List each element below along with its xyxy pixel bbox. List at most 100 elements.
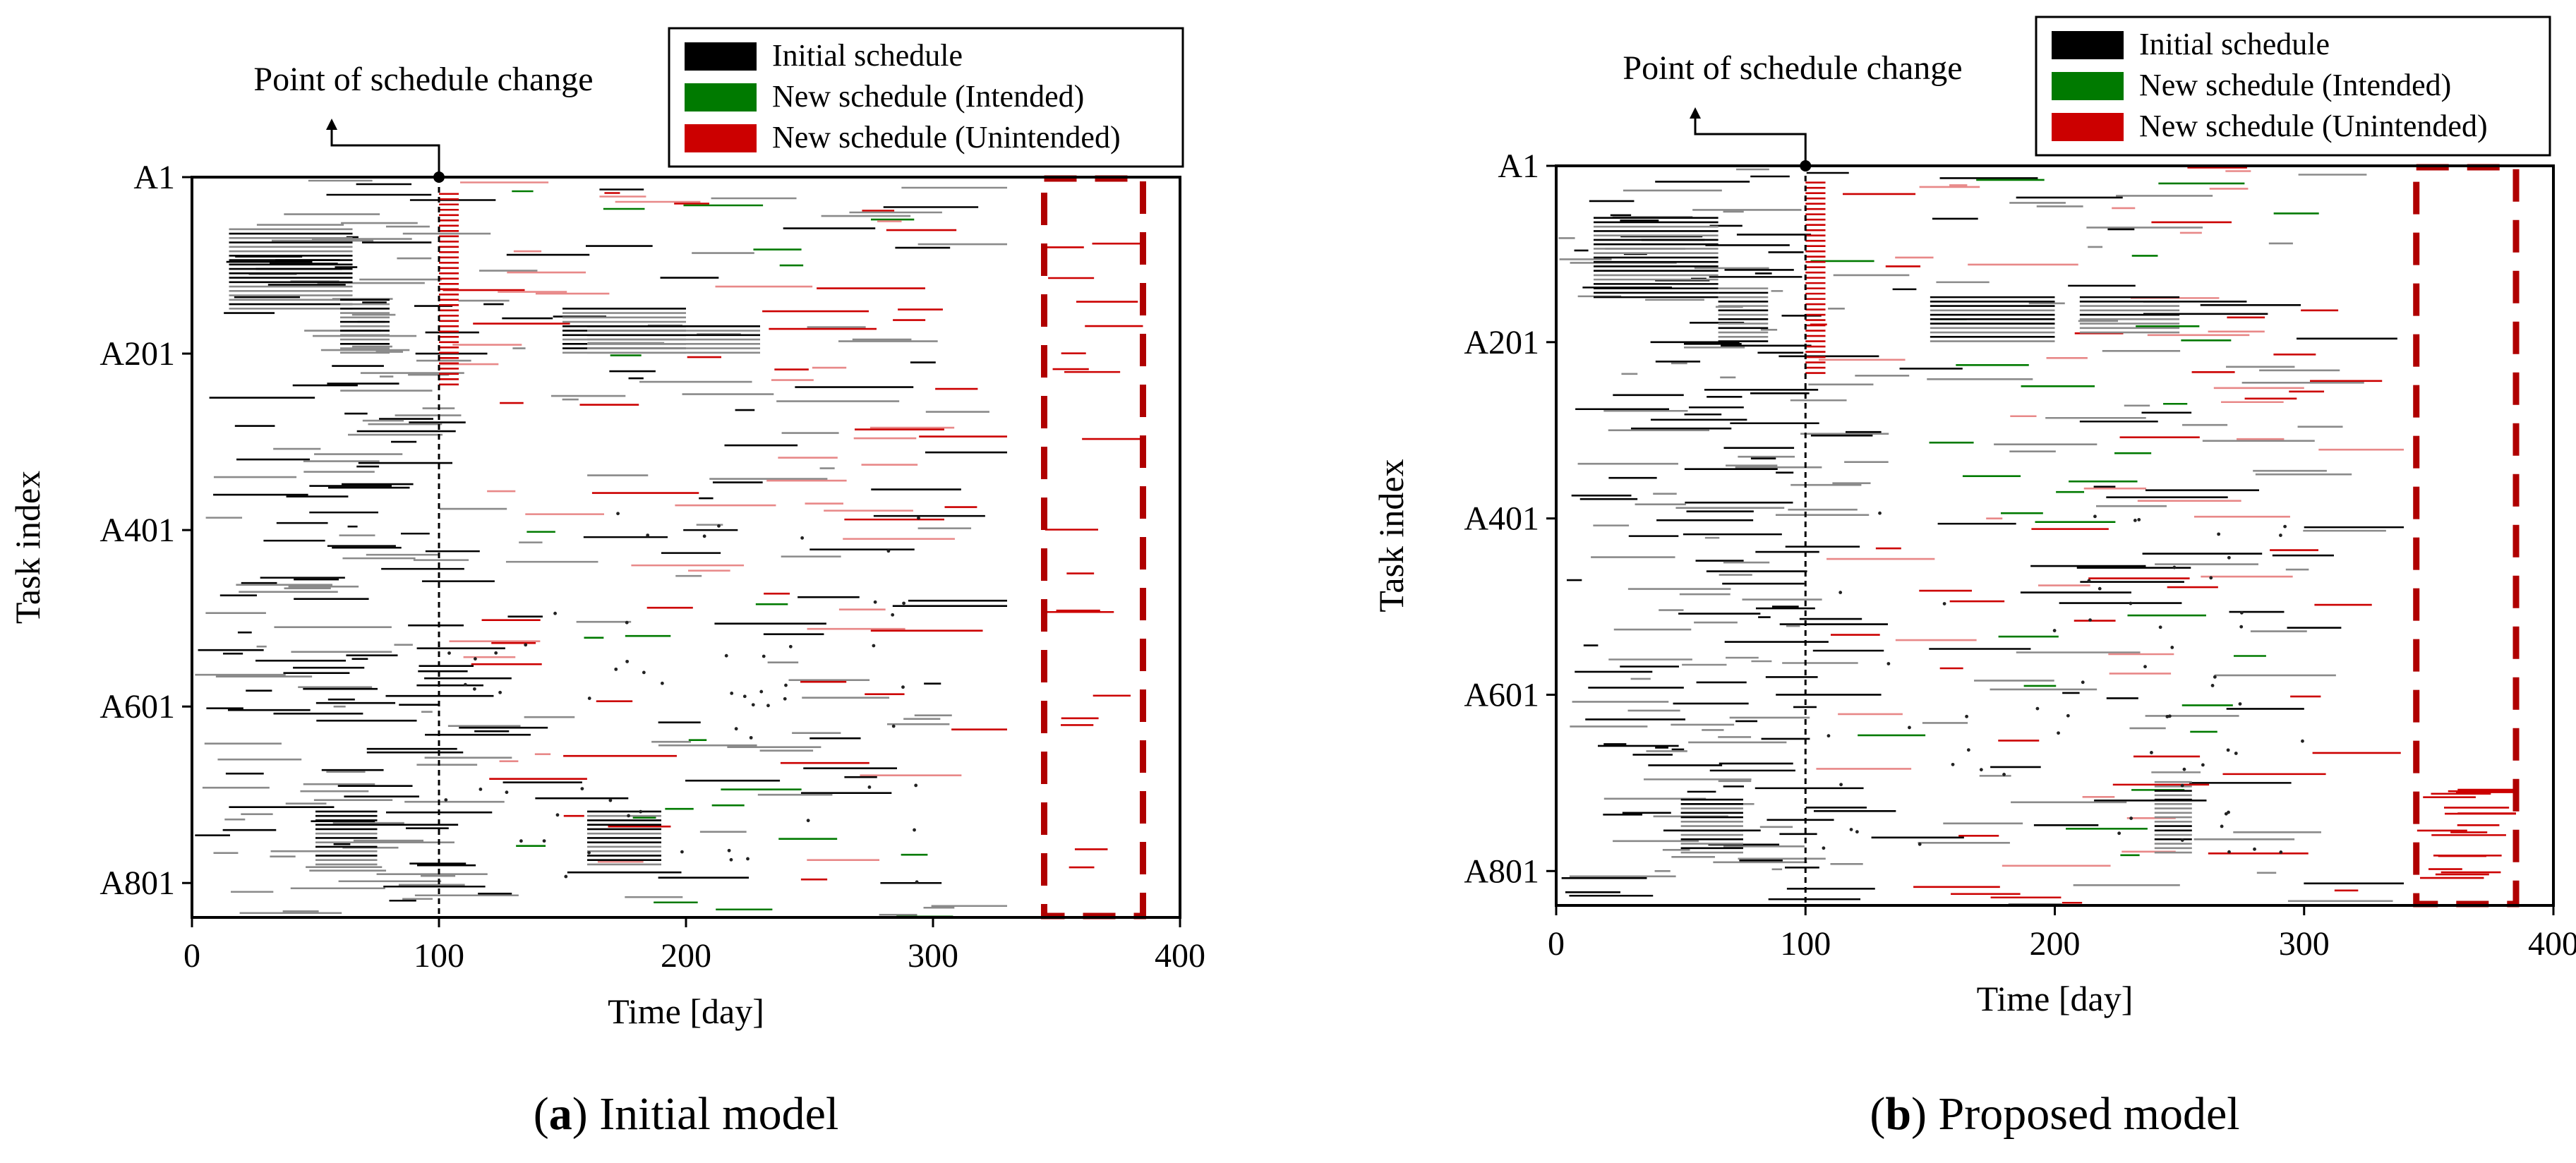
task-dot (867, 785, 872, 789)
legend-label: New schedule (Unintended) (772, 120, 1121, 155)
task-dot (730, 691, 734, 695)
task-dot (2165, 715, 2169, 718)
task-dot (542, 839, 546, 843)
legend-swatch (685, 42, 757, 71)
highlight-rect (1041, 175, 1146, 920)
task-dot (564, 874, 568, 879)
caption-close-paren-b: ) (1911, 1088, 1938, 1140)
task-dot (1878, 511, 1882, 515)
y-tick-label: A401 (100, 512, 175, 549)
caption-open-paren-a: ( (534, 1088, 549, 1140)
task-dot (2097, 586, 2102, 591)
task-dot (901, 685, 905, 689)
task-dot (2057, 731, 2060, 735)
task-dot (2210, 684, 2215, 687)
task-dot (519, 839, 523, 843)
caption-close-paren-a: ) (572, 1088, 599, 1140)
task-dot (2279, 850, 2283, 854)
change-point-arrow-a (330, 127, 440, 177)
chart-panel-a: Point of schedule change 0 100 200 300 400 A… (8, 27, 1205, 1140)
task-dot (555, 813, 560, 817)
x-axis-a: 0 100 200 300 400 (183, 917, 1205, 975)
task-dot (2301, 739, 2304, 743)
y-tick-label: A801 (1464, 852, 1539, 890)
task-dot (447, 651, 451, 655)
task-dot (505, 790, 509, 795)
x-tick-label: 200 (661, 937, 711, 975)
task-dot (2158, 625, 2162, 629)
x-tick-label: 200 (2030, 925, 2081, 963)
task-dot (1886, 662, 1891, 665)
task-dot (2081, 680, 2085, 685)
task-dot (729, 857, 733, 862)
task-dot (580, 787, 584, 791)
task-dot (1951, 762, 1955, 766)
x-axis-label-a: Time [day] (608, 992, 764, 1031)
task-dot (717, 524, 721, 528)
caption-text-b: Proposed model (1939, 1088, 2240, 1140)
task-dot (498, 690, 502, 694)
task-dot (2129, 816, 2133, 820)
task-dot (2117, 831, 2121, 836)
task-dot (2224, 812, 2228, 816)
task-dot (660, 681, 664, 685)
y-tick-label: A201 (1464, 324, 1539, 361)
task-dot (2143, 665, 2147, 669)
task-dot (472, 687, 476, 691)
y-axis-b: A1 A201 A401 A601 A801 (1464, 147, 1556, 890)
task-dot (2209, 576, 2213, 580)
task-dot (784, 683, 788, 687)
task-dot (2087, 579, 2091, 583)
panel-letter-b: b (1885, 1088, 1911, 1140)
task-dot (608, 798, 613, 802)
x-tick-label: 100 (1780, 925, 1831, 963)
legend-label: New schedule (Intended) (2139, 68, 2451, 102)
task-dot (1942, 602, 1946, 605)
y-tick-label: A201 (100, 335, 175, 373)
task-dot (2150, 751, 2153, 754)
task-dot (2180, 838, 2184, 842)
task-dot (914, 783, 918, 788)
task-dot (766, 704, 770, 708)
arrowhead-icon-a (326, 119, 337, 130)
legend-b: Initial schedule New schedule (Intended) N… (2035, 16, 2551, 157)
task-dot (494, 651, 498, 655)
legend-label: Initial schedule (2139, 27, 2330, 61)
legend-swatch (2052, 72, 2124, 100)
y-tick-label: A1 (133, 159, 175, 196)
x-tick-label: 400 (1155, 937, 1205, 975)
y-axis-a: A1 A201 A401 A601 A801 (100, 159, 192, 902)
task-dot (702, 534, 706, 538)
task-dot (751, 703, 755, 707)
task-dot (2238, 702, 2242, 706)
task-dot (2201, 763, 2205, 767)
caption-text-a: Initial model (599, 1088, 838, 1140)
task-dot (642, 670, 646, 675)
x-axis-label-b: Time [day] (1977, 979, 2133, 1018)
legend-label: Initial schedule (772, 38, 963, 73)
task-dot (479, 787, 483, 791)
x-tick-label: 0 (183, 937, 200, 975)
y-axis-label-a: Task index (8, 471, 47, 624)
caption-open-paren-b: ( (1870, 1088, 1885, 1140)
task-dot (587, 850, 591, 855)
task-dot (1965, 714, 1968, 718)
task-dot (680, 850, 684, 854)
task-dot (1908, 725, 1911, 730)
task-dot (742, 694, 747, 699)
x-tick-label: 0 (1548, 925, 1565, 963)
task-dot (749, 735, 753, 740)
task-dot (806, 819, 810, 823)
task-dot (2172, 565, 2177, 570)
task-dot (2239, 625, 2244, 629)
task-dot (2088, 618, 2092, 622)
change-point-label-b: Point of schedule change (1623, 49, 1962, 87)
task-dot (2234, 752, 2238, 755)
task-dot (1822, 846, 1826, 850)
y-tick-label: A1 (1498, 147, 1539, 185)
task-dot (2035, 706, 2040, 711)
task-dot (746, 857, 750, 861)
task-dot (627, 814, 630, 818)
legend-swatch (2052, 31, 2124, 59)
